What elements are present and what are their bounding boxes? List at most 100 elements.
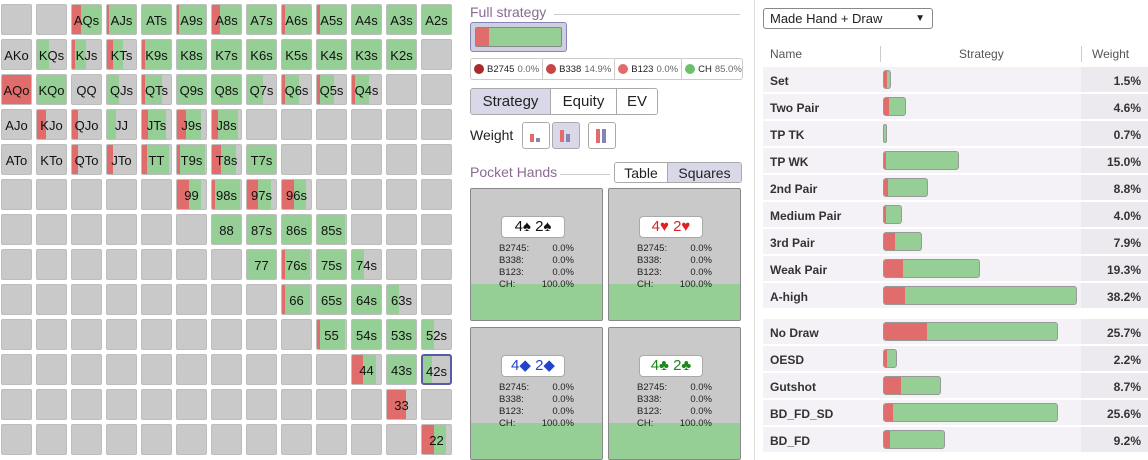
hand-cell[interactable] [1, 249, 32, 280]
hand-cell[interactable]: KTs [106, 39, 137, 70]
hand-cell[interactable]: A4s [351, 4, 382, 35]
hand-cell[interactable] [281, 319, 312, 350]
hand-cell[interactable]: K5s [281, 39, 312, 70]
combo-square[interactable]: 4◆ 2◆ B2745: 0.0% B338: 0.0% B123: 0.0% CH: 100.… [470, 327, 603, 460]
hand-cell[interactable] [421, 109, 452, 140]
hand-cell[interactable] [316, 389, 347, 420]
hand-cell[interactable]: 74s [351, 249, 382, 280]
tab-strategy[interactable]: Strategy [471, 89, 551, 114]
hand-cell[interactable] [281, 389, 312, 420]
hand-cell[interactable]: KQs [36, 39, 67, 70]
hand-cell[interactable] [211, 284, 242, 315]
hand-cell[interactable] [36, 284, 67, 315]
hand-cell[interactable]: Q7s [246, 74, 277, 105]
hand-cell[interactable]: KJs [71, 39, 102, 70]
hand-cell[interactable]: QJs [106, 74, 137, 105]
hand-cell[interactable]: 54s [351, 319, 382, 350]
hand-cell[interactable]: Q4s [351, 74, 382, 105]
hand-cell[interactable]: TT [141, 144, 172, 175]
hand-cell[interactable] [211, 249, 242, 280]
hand-cell[interactable]: J9s [176, 109, 207, 140]
hand-cell[interactable] [176, 424, 207, 455]
hand-cell[interactable]: 52s [421, 319, 452, 350]
table-row[interactable]: 2nd Pair 8.8% [763, 175, 1148, 201]
table-row[interactable]: Medium Pair 4.0% [763, 202, 1148, 228]
hand-cell[interactable]: 44 [351, 354, 382, 385]
hand-cell[interactable] [316, 109, 347, 140]
hand-cell[interactable] [421, 74, 452, 105]
hand-cell[interactable]: QTs [141, 74, 172, 105]
hand-cell[interactable] [71, 284, 102, 315]
hand-cell[interactable] [421, 284, 452, 315]
hand-cell[interactable]: 75s [316, 249, 347, 280]
hand-cell[interactable] [246, 319, 277, 350]
hand-cell[interactable]: A6s [281, 4, 312, 35]
col-weight[interactable]: Weight [1092, 47, 1130, 61]
hand-cell[interactable] [1, 4, 32, 35]
col-strategy[interactable]: Strategy [959, 47, 1004, 61]
hand-cell[interactable] [211, 424, 242, 455]
hand-cell[interactable] [421, 144, 452, 175]
hand-cell[interactable]: K7s [211, 39, 242, 70]
hand-cell[interactable] [386, 144, 417, 175]
hand-cell[interactable]: T8s [211, 144, 242, 175]
hand-cell[interactable] [1, 424, 32, 455]
hand-cell[interactable] [141, 214, 172, 245]
hand-cell[interactable]: K2s [386, 39, 417, 70]
hand-cell[interactable] [141, 284, 172, 315]
tab-table[interactable]: Table [615, 163, 668, 182]
hand-cell[interactable]: 77 [246, 249, 277, 280]
hand-cell[interactable]: 98s [211, 179, 242, 210]
hand-cell[interactable]: QJo [71, 109, 102, 140]
hand-cell[interactable] [386, 424, 417, 455]
hand-cell[interactable]: T9s [176, 144, 207, 175]
hand-cell[interactable] [421, 389, 452, 420]
hand-cell[interactable] [1, 319, 32, 350]
hand-cell[interactable] [36, 389, 67, 420]
hand-cell[interactable]: 22 [421, 424, 452, 455]
table-row[interactable]: TP WK 15.0% [763, 148, 1148, 174]
hand-cell[interactable] [176, 214, 207, 245]
hand-cell[interactable] [106, 354, 137, 385]
hand-cell[interactable]: KQo [36, 74, 67, 105]
hand-cell[interactable]: ATs [141, 4, 172, 35]
hand-cell[interactable] [106, 389, 137, 420]
tab-ev[interactable]: EV [617, 89, 657, 114]
hand-cell[interactable] [176, 354, 207, 385]
col-name[interactable]: Name [770, 47, 803, 61]
hand-cell[interactable] [386, 214, 417, 245]
hand-cell[interactable] [351, 389, 382, 420]
hand-cell[interactable] [106, 249, 137, 280]
hand-cell[interactable] [71, 354, 102, 385]
hand-cell[interactable] [106, 319, 137, 350]
hand-cell[interactable] [176, 249, 207, 280]
hand-cell[interactable] [211, 354, 242, 385]
hand-cell[interactable] [141, 319, 172, 350]
hand-cell[interactable] [71, 249, 102, 280]
hand-cell[interactable] [351, 109, 382, 140]
full-strategy-bar[interactable] [470, 22, 567, 52]
table-row[interactable]: Weak Pair 19.3% [763, 256, 1148, 282]
table-row[interactable]: Set 1.5% [763, 67, 1148, 93]
hand-cell[interactable] [106, 424, 137, 455]
hand-cell[interactable] [141, 389, 172, 420]
hand-cell[interactable]: 88 [211, 214, 242, 245]
hand-cell[interactable]: K4s [316, 39, 347, 70]
hand-cell[interactable] [351, 179, 382, 210]
hand-cell[interactable]: AJo [1, 109, 32, 140]
hand-cell[interactable] [351, 424, 382, 455]
hand-cell[interactable] [71, 424, 102, 455]
hand-cell[interactable]: AKo [1, 39, 32, 70]
hand-cell[interactable] [281, 424, 312, 455]
hand-cell[interactable] [71, 214, 102, 245]
hand-cell[interactable] [386, 179, 417, 210]
hand-cell[interactable]: Q6s [281, 74, 312, 105]
hand-cell[interactable] [141, 354, 172, 385]
table-row[interactable]: No Draw 25.7% [763, 319, 1148, 345]
hand-cell[interactable]: Q5s [316, 74, 347, 105]
hand-cell[interactable]: A9s [176, 4, 207, 35]
hand-cell[interactable]: QTo [71, 144, 102, 175]
hand-cell[interactable]: ATo [1, 144, 32, 175]
hand-cell[interactable]: K9s [141, 39, 172, 70]
hand-cell[interactable]: 85s [316, 214, 347, 245]
